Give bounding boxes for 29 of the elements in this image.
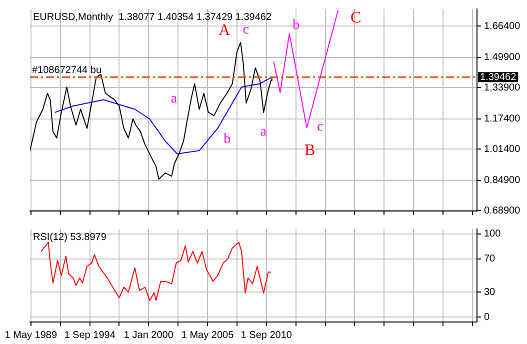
x-tick-label: 1 Jan 2000 xyxy=(124,330,174,341)
annotation: c xyxy=(242,22,250,38)
annotation: C xyxy=(350,10,362,27)
chart-title: RSI(12) 53.8979 xyxy=(33,232,107,243)
annotation: b xyxy=(292,18,300,34)
x-tick-label: 1 Sep 1994 xyxy=(64,330,116,341)
text: 1.39462 xyxy=(480,72,517,83)
annotation: c xyxy=(316,119,324,134)
x-tick-label: 1 May 2005 xyxy=(181,330,234,341)
x-tick-label: 1 May 1989 xyxy=(4,330,58,341)
annotation: a xyxy=(170,92,178,107)
y-tick-label: 1.33900 xyxy=(484,82,521,94)
y-tick-label: 70 xyxy=(484,254,496,265)
y-tick-label: 1.01400 xyxy=(484,144,521,155)
ref-line-label: #108672744 bu xyxy=(32,64,102,76)
chart-title: EURUSD,Monthly 1.38077 1.40354 1.37429 1.39462 xyxy=(33,12,272,23)
y-tick-label: 1.49900 xyxy=(484,52,521,64)
annotation: b xyxy=(224,132,231,147)
y-tick-label: 0.84900 xyxy=(484,175,521,186)
y-tick-label: 100 xyxy=(484,228,502,240)
y-tick-label: 30 xyxy=(484,286,496,298)
annotation: B xyxy=(304,142,316,159)
y-tick-label: 1.66400 xyxy=(484,20,521,32)
y-tick-label: 0.68900 xyxy=(484,205,521,216)
y-tick-label: 1.17400 xyxy=(484,114,521,125)
x-tick-label: 1 Sep 2010 xyxy=(240,330,292,341)
y-tick-label: 0 xyxy=(484,312,490,323)
annotation: A xyxy=(218,22,231,40)
annotation: a xyxy=(260,124,268,140)
